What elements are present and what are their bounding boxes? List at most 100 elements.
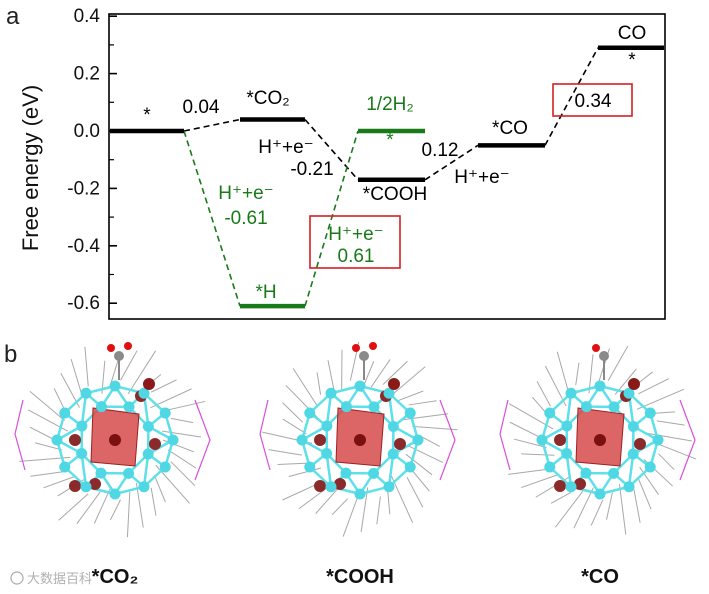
ligand-bond xyxy=(127,350,157,395)
p-ligand-bond xyxy=(679,399,696,481)
cage-bond xyxy=(565,393,573,427)
cage-bond xyxy=(565,453,573,487)
cage-atom xyxy=(95,401,107,413)
watermark-text: 大数据百科 xyxy=(27,571,92,586)
ligand-bond xyxy=(282,402,304,423)
ligand-bond xyxy=(573,487,594,529)
metal-atom xyxy=(314,480,326,492)
ligand-bond xyxy=(43,475,76,489)
cage-atom xyxy=(644,461,656,473)
structure-co2 xyxy=(14,342,211,538)
ligand-bond xyxy=(150,487,157,516)
highlight-box-co-cog xyxy=(552,83,633,117)
cage-atom xyxy=(652,434,664,446)
cage-atom xyxy=(109,380,121,392)
ligand-bond xyxy=(405,453,433,476)
step-value-co2-cooh: -0.21 xyxy=(290,159,333,180)
ligand-bond xyxy=(637,477,652,510)
state-sublabel-h2: * xyxy=(386,130,394,151)
y-axis: -0.6 -0.4 -0.2 0.0 0.2 0.4 xyxy=(67,6,117,314)
ligand-bond xyxy=(30,471,65,477)
cage-atom xyxy=(142,420,154,432)
ligand-bond xyxy=(397,390,424,402)
cage-atom xyxy=(142,448,154,460)
ligand-bond xyxy=(588,354,594,394)
ligand-bond xyxy=(550,491,572,504)
step-value-s0-co2: 0.04 xyxy=(183,97,220,118)
cage-atom xyxy=(76,448,88,460)
metal-atom xyxy=(334,478,346,490)
cage-atom xyxy=(623,387,635,399)
connector-h-h2 xyxy=(304,130,359,307)
panel-label-a: a xyxy=(6,3,20,30)
ligand-bond xyxy=(590,499,604,526)
ligand-bond xyxy=(34,442,63,451)
cage-atom xyxy=(644,407,656,419)
state-label-cog: CO xyxy=(618,23,647,44)
state-label-h2: 1/2H₂ xyxy=(366,94,414,115)
cage-atom xyxy=(544,461,556,473)
state-label-co: *CO xyxy=(492,118,528,139)
ligand-bond xyxy=(342,493,360,537)
ligand-bond xyxy=(29,426,56,441)
cage-atom xyxy=(580,467,592,479)
ligand-bond xyxy=(554,490,584,528)
ligand-bond xyxy=(162,430,202,438)
ligand-bond xyxy=(93,487,112,524)
cage-atom xyxy=(80,387,92,399)
ligand-bond xyxy=(58,493,89,521)
cage-atom xyxy=(387,448,399,460)
connector-cooh-co xyxy=(424,144,479,181)
free-energy-chart: -0.6 -0.4 -0.2 0.0 0.2 0.4 Free energy (eV) *… xyxy=(18,6,666,320)
ligand-bond xyxy=(298,484,331,510)
ligand-bond xyxy=(521,453,555,456)
cage-atom xyxy=(304,461,316,473)
structure-captions: *CO₂ *COOH *CO xyxy=(92,566,619,588)
cage-atom xyxy=(387,420,399,432)
y-tick-label: 0.0 xyxy=(74,121,100,142)
ligand-bond xyxy=(647,432,693,442)
oxygen-atom xyxy=(592,344,600,352)
ligand-bond xyxy=(638,378,669,395)
state-label-co2: *CO₂ xyxy=(246,88,289,109)
step-proton-h-h2: H⁺+e⁻ xyxy=(328,224,383,245)
cage-atom xyxy=(321,420,333,432)
cage-atom xyxy=(383,387,395,399)
cage-bond xyxy=(325,453,333,487)
ligand-bond xyxy=(277,462,312,466)
core-atom xyxy=(109,434,121,446)
cage-atom xyxy=(561,448,573,460)
ligand-bond xyxy=(170,417,194,424)
connector-s0-co2 xyxy=(183,118,241,132)
metal-atom xyxy=(634,438,646,450)
carbon-atom xyxy=(359,351,369,361)
ligand-bond xyxy=(509,421,541,438)
oxygen-atom xyxy=(369,342,377,350)
step-value-co-cog: 0.34 xyxy=(575,91,612,112)
ligand-bond xyxy=(360,487,369,533)
metal-atom xyxy=(388,378,400,390)
cage-atom xyxy=(404,407,416,419)
cage-atom xyxy=(608,401,620,413)
step-connectors xyxy=(183,47,599,307)
ligand-bond xyxy=(316,372,322,395)
cage-atom xyxy=(368,467,380,479)
step-proton-cooh-co: H⁺+e⁻ xyxy=(454,167,509,188)
cage-atom xyxy=(138,387,150,399)
ligand-bond xyxy=(633,489,641,523)
carbon-atom xyxy=(599,351,609,361)
p-ligand-bond xyxy=(439,399,456,481)
ligand-bond xyxy=(521,474,559,489)
connector-co2-cooh xyxy=(304,118,359,181)
structure-cooh xyxy=(259,341,458,537)
cage-atom xyxy=(368,401,380,413)
cage-bond xyxy=(627,453,635,487)
cage-bond xyxy=(387,453,395,487)
cage-atom xyxy=(565,481,577,493)
ligand-bond xyxy=(513,438,547,448)
ligand-bond xyxy=(407,445,444,463)
structure-caption-co: *CO xyxy=(581,566,619,588)
cage-atom xyxy=(51,434,63,446)
annotations: **CO₂*COOH*COCO**H1/2H₂*0.04H⁺+e⁻-0.210.… xyxy=(143,23,646,303)
